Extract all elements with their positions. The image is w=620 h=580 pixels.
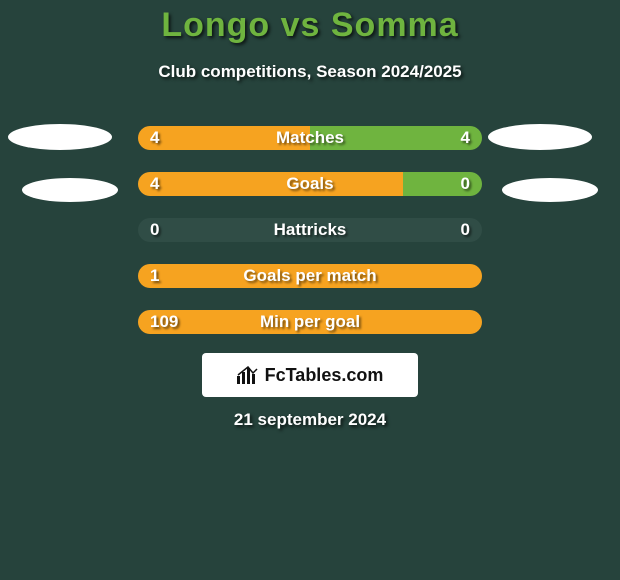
stat-bar-track <box>138 310 482 334</box>
page-subtitle: Club competitions, Season 2024/2025 <box>0 62 620 82</box>
stat-bar-left-fill <box>138 264 482 288</box>
footer-logo[interactable]: FcTables.com <box>202 353 418 397</box>
right-ellipse-2 <box>502 178 598 202</box>
stat-left-value: 109 <box>150 310 178 334</box>
stat-bar-track <box>138 126 482 150</box>
bar-chart-icon <box>237 366 259 384</box>
stat-bar-left-fill <box>138 126 310 150</box>
stat-row: 00Hattricks <box>138 218 482 242</box>
stat-bar-track <box>138 172 482 196</box>
stat-row: 40Goals <box>138 172 482 196</box>
stat-bar-left-fill <box>138 310 482 334</box>
stat-left-value: 0 <box>150 218 159 242</box>
stat-left-value: 4 <box>150 126 159 150</box>
stat-bar-track <box>138 218 482 242</box>
stat-bar-right-fill <box>310 126 482 150</box>
stat-bar-track <box>138 264 482 288</box>
stat-left-value: 1 <box>150 264 159 288</box>
right-ellipse-1 <box>488 124 592 150</box>
stat-right-value: 0 <box>461 172 470 196</box>
infographic-stage: Longo vs Somma Club competitions, Season… <box>0 0 620 580</box>
stat-row: 109Min per goal <box>138 310 482 334</box>
stat-bar-left-fill <box>138 172 403 196</box>
stat-bar-right-fill <box>403 172 482 196</box>
stat-left-value: 4 <box>150 172 159 196</box>
page-title: Longo vs Somma <box>0 6 620 45</box>
footer-logo-text: FcTables.com <box>265 365 384 386</box>
stat-right-value: 4 <box>461 126 470 150</box>
stat-row: 44Matches <box>138 126 482 150</box>
stat-row: 1Goals per match <box>138 264 482 288</box>
footer-date: 21 september 2024 <box>0 410 620 430</box>
stat-right-value: 0 <box>461 218 470 242</box>
left-ellipse-2 <box>22 178 118 202</box>
left-ellipse-1 <box>8 124 112 150</box>
